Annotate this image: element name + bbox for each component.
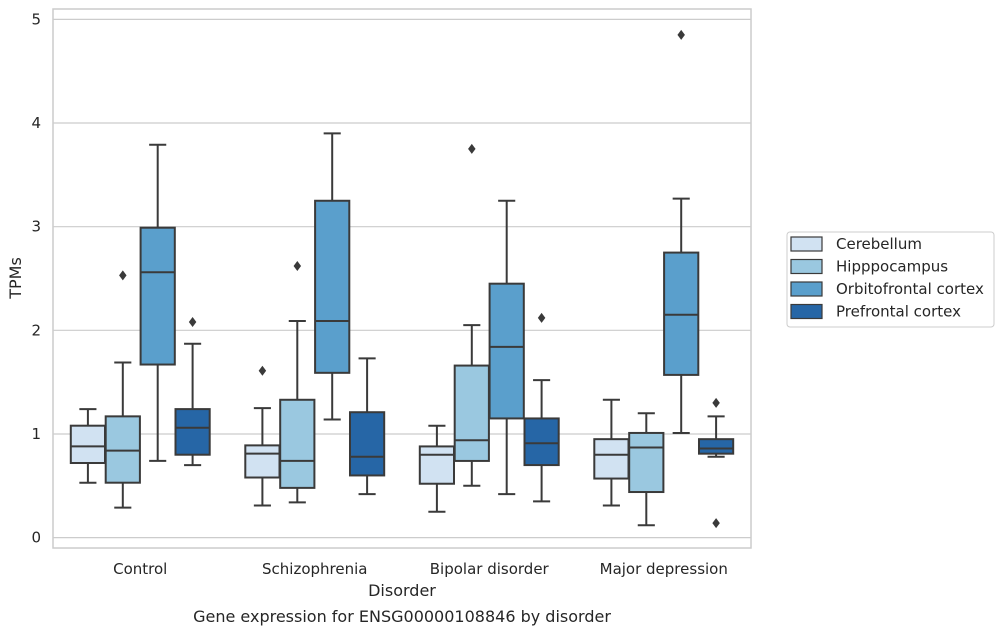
y-tick-label: 0 (31, 529, 41, 547)
box-body (174, 408, 211, 456)
y-tick-label: 4 (31, 114, 41, 132)
legend-label: Cerebellum (836, 235, 922, 253)
legend-label: Orbitofrontal cortex (836, 280, 984, 298)
box-hipppocampus (279, 261, 316, 504)
box-body (104, 415, 141, 484)
box-cerebellum (593, 398, 630, 507)
y-tick-label: 2 (31, 321, 41, 339)
box-body (488, 282, 525, 420)
outlier-point (293, 261, 302, 272)
outlier-point (468, 143, 476, 154)
box-orbitofrontal-cortex (488, 199, 525, 496)
y-tick-label: 5 (31, 10, 41, 28)
x-tick-labels: Control Schizophrenia Bipolar disorder Majo… (113, 560, 728, 578)
x-tick-label: Major depression (600, 560, 728, 578)
legend: Cerebellum Hipppocampus Orbitofrontal cort… (786, 231, 995, 328)
legend-frame (786, 231, 995, 328)
legend-swatch (790, 281, 823, 297)
box-body (697, 438, 735, 455)
box-body (279, 398, 316, 489)
outlier-point (712, 397, 720, 408)
box-prefrontal-cortex (523, 312, 560, 503)
y-tick-label: 3 (31, 218, 41, 236)
box-hipppocampus (104, 270, 141, 509)
box-body (244, 444, 281, 479)
outlier-point (119, 270, 127, 281)
chart-caption: Gene expression for ENSG00000108846 by d… (193, 607, 611, 626)
box-cerebellum (418, 424, 456, 513)
y-tick-label: 1 (31, 425, 41, 443)
legend-label: Hipppocampus (836, 258, 948, 276)
box-orbitofrontal-cortex (314, 132, 351, 421)
box-body (663, 251, 700, 376)
box-body (628, 431, 665, 494)
x-axis-label: Disorder (368, 581, 436, 600)
box-series (69, 29, 735, 529)
box-body (418, 445, 456, 485)
outlier-point (188, 317, 197, 328)
box-prefrontal-cortex (174, 317, 211, 467)
box-body (453, 364, 490, 462)
y-axis-label: TPMs (6, 257, 25, 300)
x-tick-label: Control (113, 560, 167, 578)
box-cerebellum (244, 365, 281, 507)
outlier-point (677, 29, 685, 40)
plot-frame (52, 8, 752, 549)
legend-swatch (790, 236, 823, 252)
box-hipppocampus (628, 412, 665, 527)
box-body (348, 411, 386, 477)
box-orbitofrontal-cortex (139, 143, 176, 462)
box-body (69, 424, 107, 465)
outlier-point (258, 365, 267, 376)
box-hipppocampus (453, 143, 490, 487)
y-tick-labels: 0 1 2 3 4 5 (31, 10, 41, 546)
box-body (314, 199, 351, 374)
outlier-point (712, 518, 720, 529)
x-tick-label: Bipolar disorder (430, 560, 550, 578)
box-orbitofrontal-cortex (663, 29, 700, 434)
legend-label: Prefrontal cortex (836, 303, 961, 321)
box-body (139, 226, 176, 366)
legend-swatch (790, 258, 823, 275)
x-tick-label: Schizophrenia (262, 560, 367, 578)
legend-swatch (790, 303, 823, 320)
box-prefrontal-cortex (348, 357, 386, 496)
box-body (523, 417, 560, 467)
box-body (593, 438, 630, 480)
box-prefrontal-cortex (697, 397, 735, 529)
outlier-point (537, 312, 546, 323)
